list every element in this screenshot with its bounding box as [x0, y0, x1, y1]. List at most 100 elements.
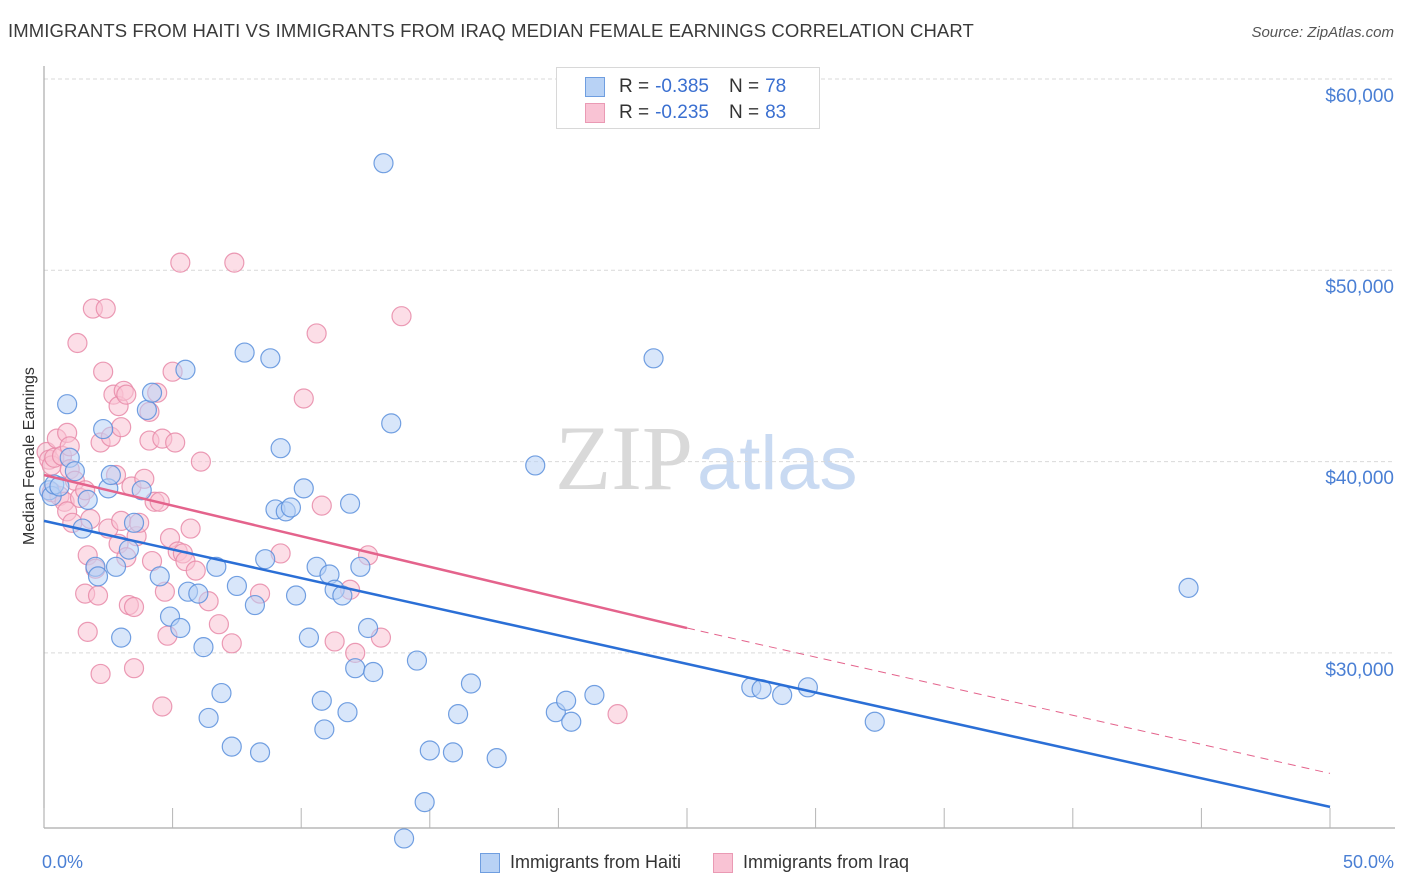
- iraq-swatch-icon: [713, 852, 734, 873]
- data-point[interactable]: [77, 621, 98, 642]
- data-point[interactable]: [170, 617, 191, 639]
- data-point[interactable]: [211, 682, 232, 704]
- data-point[interactable]: [87, 585, 109, 606]
- data-point[interactable]: [363, 661, 384, 683]
- data-point[interactable]: [64, 461, 85, 482]
- data-point[interactable]: [149, 566, 170, 587]
- data-point[interactable]: [131, 480, 152, 501]
- data-point[interactable]: [270, 438, 291, 459]
- data-point[interactable]: [391, 306, 412, 327]
- x-tick-50: 50.0%: [1342, 852, 1394, 872]
- data-point[interactable]: [772, 684, 793, 706]
- data-point[interactable]: [381, 413, 402, 434]
- data-point[interactable]: [170, 252, 191, 273]
- iraq-trend-line: [43, 473, 688, 630]
- data-point[interactable]: [100, 464, 121, 486]
- data-point[interactable]: [185, 560, 206, 581]
- data-point[interactable]: [141, 382, 163, 403]
- data-point[interactable]: [152, 696, 173, 717]
- data-point[interactable]: [123, 596, 145, 618]
- data-point[interactable]: [525, 455, 546, 476]
- data-point[interactable]: [442, 742, 464, 763]
- trend-lines: [43, 473, 1331, 809]
- data-point[interactable]: [797, 677, 818, 698]
- legend-item-iraq[interactable]: Immigrants from Iraq: [713, 852, 909, 873]
- data-point[interactable]: [175, 359, 196, 380]
- axes: [43, 66, 1395, 829]
- data-point[interactable]: [224, 252, 245, 273]
- data-point[interactable]: [561, 711, 582, 732]
- data-point[interactable]: [226, 575, 247, 597]
- data-point[interactable]: [311, 495, 332, 516]
- data-point[interactable]: [221, 633, 242, 654]
- data-point[interactable]: [67, 332, 88, 354]
- data-point[interactable]: [324, 631, 345, 652]
- data-point[interactable]: [556, 690, 577, 711]
- legend-item-haiti[interactable]: Immigrants from Haiti: [480, 852, 681, 873]
- data-point[interactable]: [116, 384, 137, 405]
- data-point[interactable]: [339, 493, 361, 514]
- data-point[interactable]: [293, 478, 314, 499]
- data-point[interactable]: [584, 684, 605, 706]
- data-point[interactable]: [350, 556, 371, 577]
- data-point[interactable]: [87, 566, 109, 587]
- data-point[interactable]: [193, 637, 214, 658]
- data-point[interactable]: [393, 828, 415, 849]
- data-point[interactable]: [180, 518, 201, 539]
- r-label: R =: [619, 102, 650, 123]
- data-point[interactable]: [406, 650, 428, 671]
- data-point[interactable]: [49, 476, 70, 497]
- data-point[interactable]: [280, 497, 302, 518]
- data-point[interactable]: [234, 342, 255, 363]
- n-value: 83: [765, 102, 787, 123]
- data-point[interactable]: [90, 663, 111, 685]
- haiti-trend-line: [43, 519, 1331, 809]
- data-point[interactable]: [57, 394, 78, 415]
- data-point[interactable]: [198, 707, 219, 729]
- data-point[interactable]: [208, 614, 229, 635]
- data-point[interactable]: [337, 702, 358, 723]
- data-point[interactable]: [1178, 577, 1199, 598]
- data-point[interactable]: [95, 298, 116, 319]
- data-point[interactable]: [373, 153, 394, 174]
- data-point[interactable]: [188, 583, 209, 604]
- data-point[interactable]: [311, 690, 332, 711]
- data-point[interactable]: [357, 617, 379, 639]
- data-point[interactable]: [314, 719, 335, 740]
- data-point[interactable]: [165, 432, 186, 453]
- data-point[interactable]: [447, 704, 469, 725]
- data-point[interactable]: [607, 704, 628, 725]
- data-point[interactable]: [105, 556, 127, 577]
- data-point[interactable]: [206, 556, 227, 577]
- data-point[interactable]: [414, 792, 435, 813]
- data-point[interactable]: [190, 451, 211, 472]
- data-point[interactable]: [123, 512, 145, 533]
- data-point[interactable]: [77, 489, 98, 510]
- data-point[interactable]: [643, 348, 664, 369]
- data-point[interactable]: [123, 658, 145, 679]
- data-point[interactable]: [93, 418, 114, 440]
- data-point[interactable]: [111, 417, 132, 438]
- data-point[interactable]: [249, 742, 271, 763]
- data-point[interactable]: [460, 673, 482, 694]
- data-point[interactable]: [93, 361, 114, 382]
- n-label: N =: [728, 102, 760, 123]
- data-point[interactable]: [345, 658, 366, 679]
- source-label: Source: ZipAtlas.com: [1251, 24, 1394, 41]
- data-point[interactable]: [306, 323, 327, 344]
- x-tick-0: 0.0%: [42, 852, 84, 872]
- data-point[interactable]: [118, 539, 139, 560]
- data-point[interactable]: [255, 549, 276, 570]
- data-point[interactable]: [293, 388, 314, 409]
- data-point[interactable]: [419, 740, 440, 761]
- data-point[interactable]: [864, 711, 885, 732]
- data-point[interactable]: [285, 585, 307, 606]
- data-point[interactable]: [298, 627, 320, 648]
- data-point[interactable]: [244, 594, 266, 616]
- data-point[interactable]: [111, 627, 132, 648]
- y-tick-30000: $30,000: [1325, 660, 1394, 681]
- data-point[interactable]: [221, 736, 242, 757]
- data-point[interactable]: [486, 748, 507, 769]
- data-point[interactable]: [260, 348, 281, 369]
- data-point[interactable]: [136, 399, 157, 421]
